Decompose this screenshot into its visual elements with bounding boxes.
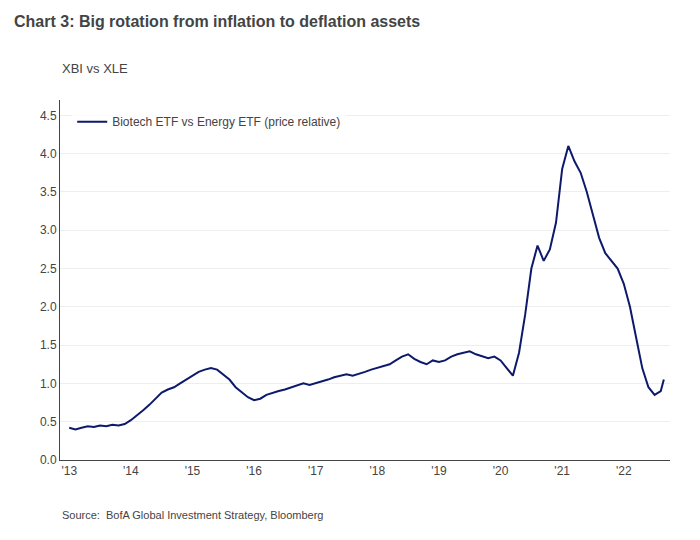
svg-text:'19: '19 (431, 464, 447, 478)
svg-text:'21: '21 (554, 464, 570, 478)
svg-text:'14: '14 (123, 464, 139, 478)
svg-text:'22: '22 (616, 464, 632, 478)
svg-text:'20: '20 (493, 464, 509, 478)
svg-text:3.0: 3.0 (40, 223, 57, 237)
svg-text:0.5: 0.5 (40, 415, 57, 429)
svg-text:2.5: 2.5 (40, 262, 57, 276)
svg-text:3.5: 3.5 (40, 185, 57, 199)
svg-text:XBI vs XLE: XBI vs XLE (62, 61, 128, 76)
svg-text:0.0: 0.0 (40, 453, 57, 467)
svg-text:'17: '17 (308, 464, 324, 478)
svg-text:Source: BofA Global Investmen: Source: BofA Global Investment Strategy,… (62, 509, 324, 521)
svg-text:'15: '15 (185, 464, 201, 478)
svg-text:4.5: 4.5 (40, 109, 57, 123)
svg-text:1.0: 1.0 (40, 377, 57, 391)
svg-text:2.0: 2.0 (40, 300, 57, 314)
svg-text:'18: '18 (369, 464, 385, 478)
svg-text:Chart 3: Big rotation from inf: Chart 3: Big rotation from inflation to … (14, 13, 420, 30)
svg-text:4.0: 4.0 (40, 147, 57, 161)
svg-text:'13: '13 (61, 464, 77, 478)
svg-text:'16: '16 (246, 464, 262, 478)
svg-text:1.5: 1.5 (40, 338, 57, 352)
svg-text:Biotech ETF vs Energy ETF (pri: Biotech ETF vs Energy ETF (price relativ… (112, 115, 340, 129)
